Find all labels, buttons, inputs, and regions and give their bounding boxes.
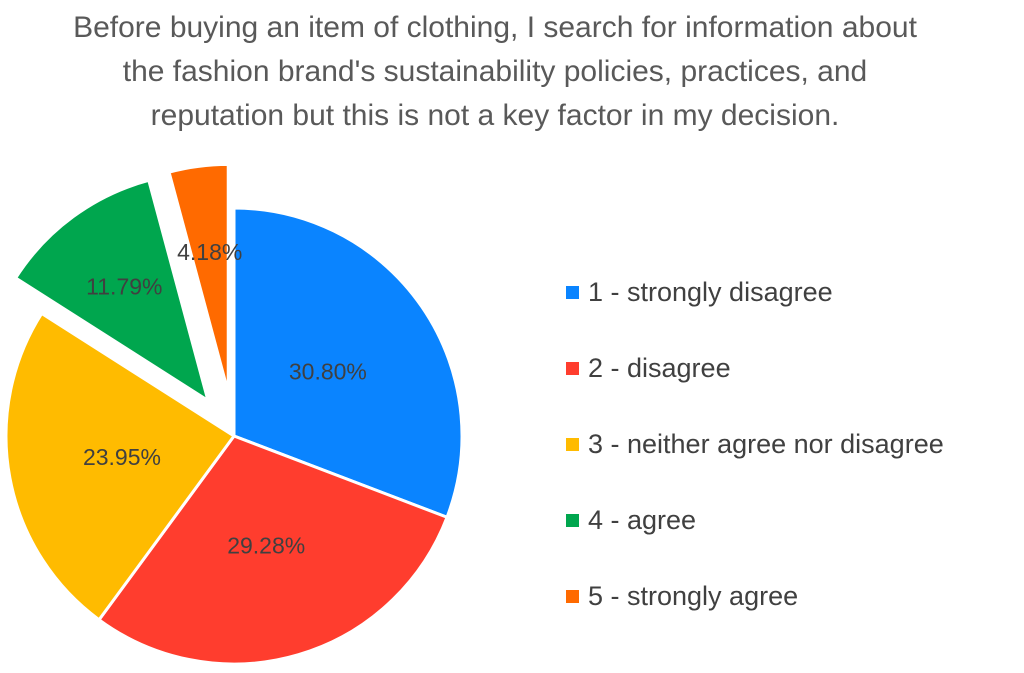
legend-swatch (566, 285, 579, 299)
legend-item-strongly-disagree[interactable]: 1 - strongly disagree (566, 273, 1024, 311)
legend-swatch (566, 437, 579, 451)
legend-label: 3 - neither agree nor disagree (588, 428, 944, 459)
pie-slice-neither[interactable] (4, 311, 236, 622)
legend-swatch (566, 589, 579, 603)
legend-label: 1 - strongly disagree (588, 276, 833, 307)
legend-swatch (566, 513, 579, 527)
slice-label-neither: 23.95% (83, 444, 161, 470)
slice-label-disagree: 29.28% (227, 532, 305, 558)
slice-label-strongly-disagree: 30.80% (289, 358, 367, 384)
pie-slice-agree[interactable] (14, 178, 210, 403)
legend-item-strongly-agree[interactable]: 5 - strongly agree (566, 577, 1024, 615)
legend-item-agree[interactable]: 4 - agree (566, 501, 1024, 539)
pie-labels: 30.80% 29.28% 23.95% 11.79% 4.18% (83, 239, 367, 558)
chart-title-line-3: reputation but this is not a key factor … (150, 99, 840, 132)
pie-slice-strongly-disagree[interactable] (232, 206, 464, 519)
legend-label: 5 - strongly agree (588, 580, 799, 611)
slice-label-strongly-agree: 4.18% (177, 239, 242, 265)
legend-label: 4 - agree (588, 504, 697, 535)
legend-item-disagree[interactable]: 2 - disagree (566, 349, 1024, 387)
legend: 1 - strongly disagree 2 - disagree 3 - n… (566, 273, 1024, 653)
chart-title-line-1: Before buying an item of clothing, I sea… (73, 11, 917, 44)
pie-chart: 30.80% 29.28% 23.95% 11.79% 4.18% (4, 162, 464, 666)
legend-swatch (566, 361, 579, 375)
pie-slices (4, 162, 464, 666)
pie-slice-disagree[interactable] (97, 434, 449, 666)
legend-label: 2 - disagree (588, 352, 731, 383)
chart-title-line-2: the fashion brand's sustainability polic… (122, 55, 868, 88)
slice-label-agree: 11.79% (86, 274, 162, 300)
chart-title: Before buying an item of clothing, I sea… (0, 6, 990, 138)
legend-item-neither[interactable]: 3 - neither agree nor disagree (566, 425, 1024, 463)
pie-slice-strongly-agree[interactable] (167, 162, 230, 394)
